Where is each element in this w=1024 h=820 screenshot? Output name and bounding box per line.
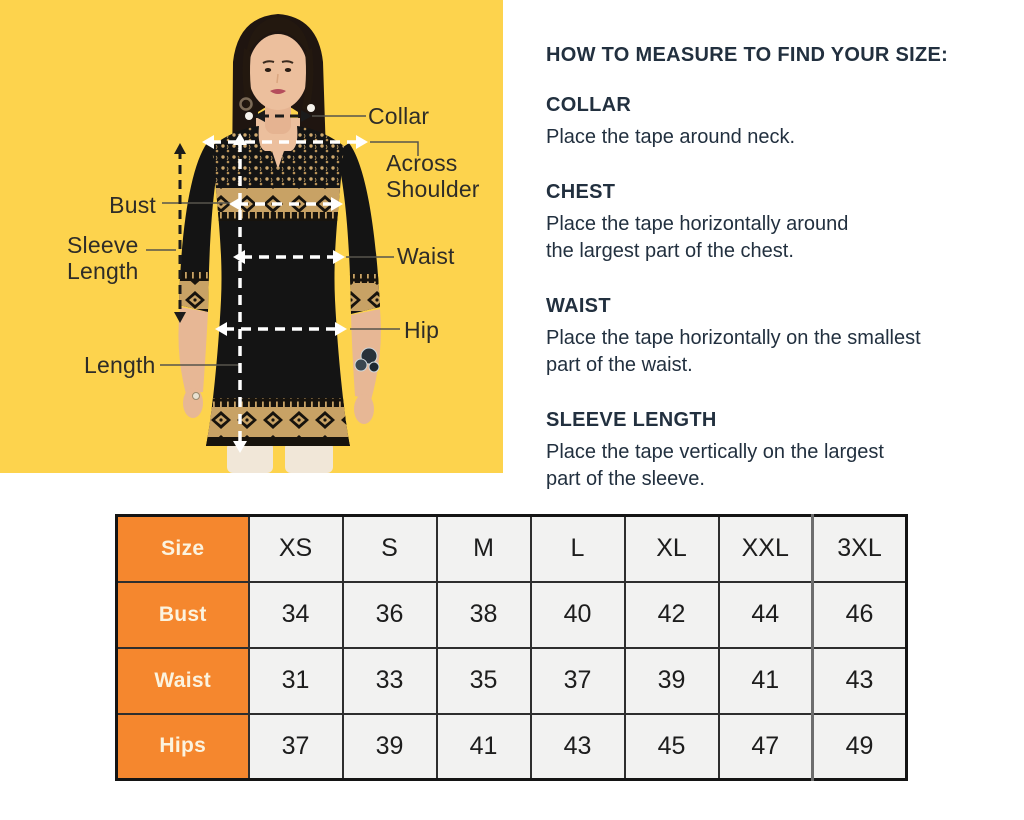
section-text: part of the sleeve. [546, 468, 705, 490]
section-heading: SLEEVE LENGTH [546, 409, 717, 431]
waist-label: Waist [397, 243, 455, 269]
hip-measure-line [215, 322, 347, 336]
collar-label: Collar [368, 103, 430, 129]
size-diagram-illustration [0, 0, 503, 473]
hips-value: 49 [811, 712, 908, 781]
hips-value: 45 [623, 712, 720, 781]
waist-value: 43 [811, 646, 908, 715]
across-shoulder-label: Across Shoulder [386, 150, 480, 202]
instruction-section-collar: COLLAR Place the tape around neck. [546, 94, 986, 151]
earring-right-icon [307, 104, 315, 112]
hips-row-label: Hips [115, 712, 250, 781]
waist-row-label: Waist [115, 646, 250, 715]
bust-value: 38 [435, 580, 532, 649]
hips-value: 39 [341, 712, 438, 781]
table-row-waist: Waist 31 33 35 37 39 41 43 [115, 646, 908, 715]
hips-value: 43 [529, 712, 626, 781]
size-col-m: M [435, 514, 532, 583]
hips-value: 37 [247, 712, 344, 781]
size-col-xxl: XXL [717, 514, 814, 583]
earring-left-icon [239, 97, 253, 111]
section-text: Place the tape around neck. [546, 126, 796, 148]
waist-value: 31 [247, 646, 344, 715]
sleeve-length-measure-line [174, 143, 186, 323]
ring-icon [192, 392, 200, 400]
bust-value: 46 [811, 580, 908, 649]
size-chart-table: Size XS S M L XL XXL 3XL Bust 34 36 38 4… [115, 514, 908, 781]
section-text: Place the tape horizontally on the small… [546, 327, 921, 349]
hips-value: 41 [435, 712, 532, 781]
length-label: Length [84, 352, 156, 378]
bust-label: Bust [109, 192, 156, 218]
instructions-panel: HOW TO MEASURE TO FIND YOUR SIZE: COLLAR… [546, 44, 986, 523]
section-heading: CHEST [546, 181, 616, 203]
size-chart-section: Size XS S M L XL XXL 3XL Bust 34 36 38 4… [115, 514, 908, 781]
section-heading: COLLAR [546, 94, 632, 116]
sleeve-length-label: Sleeve Length [67, 232, 139, 284]
section-text: Place the tape vertically on the largest [546, 441, 884, 463]
instruction-section-waist: WAIST Place the tape horizontally on the… [546, 295, 986, 379]
waist-value: 41 [717, 646, 814, 715]
measurement-lines [146, 110, 419, 453]
table-row-hips: Hips 37 39 41 43 45 47 49 [115, 712, 908, 781]
hips-value: 47 [717, 712, 814, 781]
hip-label: Hip [404, 317, 440, 343]
size-col-l: L [529, 514, 626, 583]
bust-value: 44 [717, 580, 814, 649]
table-row-sizes: Size XS S M L XL XXL 3XL [115, 514, 908, 583]
bust-value: 34 [247, 580, 344, 649]
waist-value: 39 [623, 646, 720, 715]
measurement-diagram-panel: Collar Across Shoulder Bust Sleeve Lengt… [0, 0, 503, 473]
instructions-title: HOW TO MEASURE TO FIND YOUR SIZE: [546, 44, 949, 66]
size-col-xl: XL [623, 514, 720, 583]
bracelet-icon [354, 347, 380, 373]
section-text: part of the waist. [546, 354, 693, 376]
section-heading: WAIST [546, 295, 611, 317]
size-col-s: S [341, 514, 438, 583]
section-text: Place the tape horizontally around [546, 213, 849, 235]
bust-row-label: Bust [115, 580, 250, 649]
bust-value: 40 [529, 580, 626, 649]
waist-value: 37 [529, 646, 626, 715]
waist-value: 33 [341, 646, 438, 715]
length-measure-line [233, 133, 247, 453]
bust-value: 42 [623, 580, 720, 649]
instruction-section-sleeve-length: SLEEVE LENGTH Place the tape vertically … [546, 409, 986, 493]
section-text: the largest part of the chest. [546, 240, 794, 262]
waist-measure-line [233, 250, 345, 264]
bust-measure-line [229, 197, 343, 211]
model-illustration [178, 14, 381, 473]
size-col-3xl: 3XL [811, 514, 908, 583]
size-col-xs: XS [247, 514, 344, 583]
bust-value: 36 [341, 580, 438, 649]
table-row-bust: Bust 34 36 38 40 42 44 46 [115, 580, 908, 649]
waist-value: 35 [435, 646, 532, 715]
size-header-cell: Size [115, 514, 250, 583]
collar-measure-line [254, 110, 312, 122]
instruction-section-chest: CHEST Place the tape horizontally around… [546, 181, 986, 265]
